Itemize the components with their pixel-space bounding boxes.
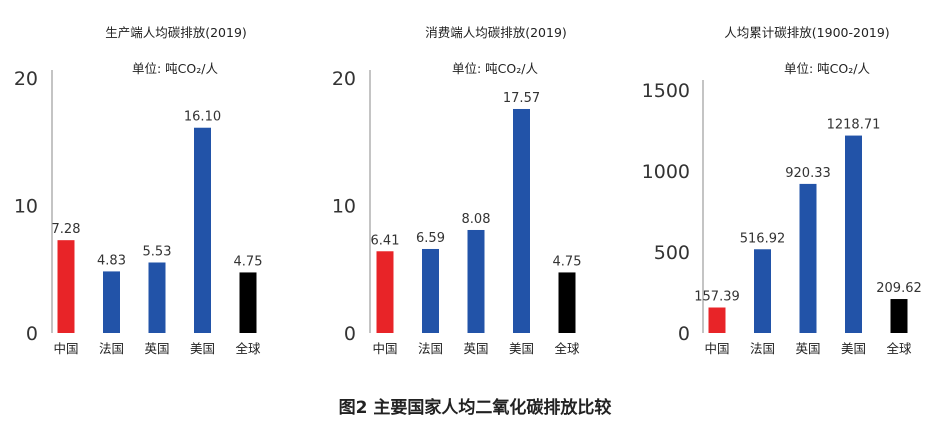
chart-1-category-label: 中国 bbox=[53, 341, 78, 356]
chart-1-data-label: 4.75 bbox=[234, 254, 263, 269]
chart-1-y-tick-label: 10 bbox=[14, 196, 38, 218]
chart-2-y-tick-label: 0 bbox=[344, 323, 356, 345]
chart-2-data-label: 8.08 bbox=[462, 212, 491, 227]
chart-2-bar bbox=[513, 108, 530, 333]
chart-3-y-tick-label: 500 bbox=[654, 242, 690, 264]
chart-2-y-tick-label: 10 bbox=[332, 196, 356, 218]
chart-3-category-label: 全球 bbox=[886, 341, 912, 356]
chart-2-bar bbox=[376, 251, 394, 333]
chart-1-category-label: 全球 bbox=[235, 341, 261, 356]
chart-3-bar bbox=[845, 135, 862, 333]
chart-2-bar bbox=[558, 272, 576, 333]
chart-2-category-label: 法国 bbox=[418, 341, 443, 356]
chart-2-category-label: 中国 bbox=[372, 341, 397, 356]
chart-3-y-tick-label: 1000 bbox=[642, 161, 690, 183]
chart-1-category-label: 英国 bbox=[144, 341, 169, 356]
chart-1-bar bbox=[148, 262, 166, 333]
chart-1-bar bbox=[103, 271, 120, 333]
chart-2-data-label: 6.41 bbox=[371, 233, 400, 248]
figure-caption: 图2 主要国家人均二氧化碳排放比较 bbox=[338, 398, 612, 418]
chart-1-category-label: 法国 bbox=[99, 341, 124, 356]
chart-2-bar bbox=[422, 248, 439, 333]
chart-2-bar bbox=[467, 229, 485, 333]
chart-2-unit: 单位: 吨CO₂/人 bbox=[452, 61, 538, 76]
chart-3-unit: 单位: 吨CO₂/人 bbox=[784, 61, 870, 76]
chart-3-y-tick-label: 0 bbox=[678, 323, 690, 345]
chart-3-data-label: 1218.71 bbox=[827, 118, 881, 133]
chart-3-data-label: 157.39 bbox=[694, 290, 740, 305]
chart-3-bar bbox=[708, 307, 726, 333]
chart-1-category-label: 美国 bbox=[190, 341, 215, 356]
chart-1-y-tick-label: 20 bbox=[14, 68, 38, 90]
chart-3-category-label: 美国 bbox=[841, 341, 866, 356]
chart-3-data-label: 920.33 bbox=[785, 166, 831, 181]
chart-1-bar bbox=[57, 240, 75, 333]
chart-1-data-label: 5.53 bbox=[143, 244, 172, 259]
chart-3-category-label: 法国 bbox=[750, 341, 775, 356]
chart-3-category-label: 中国 bbox=[704, 341, 729, 356]
chart-2-data-label: 4.75 bbox=[553, 254, 582, 269]
chart-2-title: 消费端人均碳排放(2019) bbox=[425, 25, 567, 40]
chart-3-bar bbox=[799, 183, 817, 333]
chart-3-bar bbox=[890, 299, 908, 333]
chart-2-data-label: 17.57 bbox=[503, 91, 540, 106]
chart-2-category-label: 英国 bbox=[463, 341, 488, 356]
chart-1-data-label: 4.83 bbox=[97, 253, 126, 268]
chart-3-category-label: 英国 bbox=[795, 341, 820, 356]
chart-1-data-label: 7.28 bbox=[52, 222, 81, 237]
chart-1-title: 生产端人均碳排放(2019) bbox=[105, 25, 247, 40]
chart-1-data-label: 16.10 bbox=[184, 110, 221, 125]
chart-panels: 生产端人均碳排放(2019) 单位: 吨CO₂/人 0 10 20 7.28 中国 4.83 法… bbox=[14, 25, 922, 356]
chart-3-bar bbox=[754, 249, 771, 333]
chart-1-y-tick-label: 0 bbox=[26, 323, 38, 345]
chart-3-data-label: 516.92 bbox=[740, 231, 786, 246]
chart-1-unit: 单位: 吨CO₂/人 bbox=[132, 61, 218, 76]
chart-3-title: 人均累计碳排放(1900-2019) bbox=[724, 25, 889, 40]
chart-1-bar bbox=[239, 272, 257, 333]
chart-1-bar bbox=[194, 127, 211, 333]
chart-2-category-label: 全球 bbox=[554, 341, 580, 356]
chart-2-category-label: 美国 bbox=[509, 341, 534, 356]
chart-2-y-tick-label: 20 bbox=[332, 68, 356, 90]
chart-2-data-label: 6.59 bbox=[416, 231, 445, 246]
chart-3-data-label: 209.62 bbox=[876, 281, 922, 296]
chart-3-y-tick-label: 1500 bbox=[642, 80, 690, 102]
